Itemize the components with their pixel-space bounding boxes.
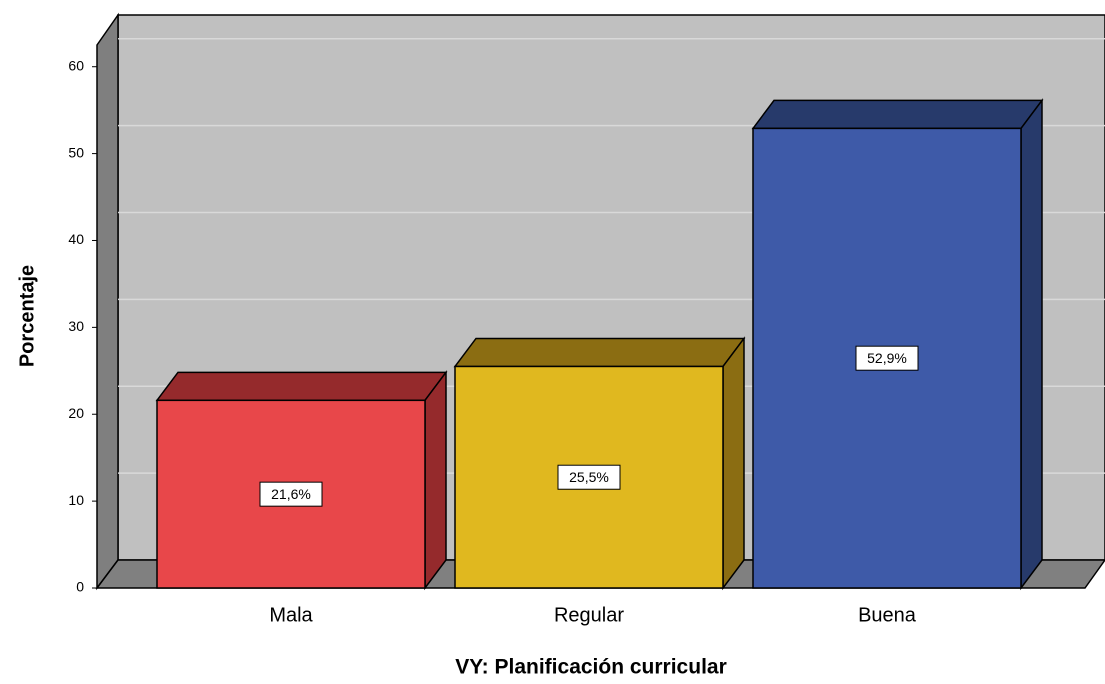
- value-label-box: [557, 464, 621, 490]
- value-label: 52,9%: [867, 350, 907, 366]
- x-axis-label: VY: Planificación curricular: [455, 656, 727, 679]
- y-tick-label: 20: [68, 405, 84, 421]
- y-tick-label: 50: [68, 144, 84, 160]
- x-tick-label: Regular: [554, 604, 624, 626]
- bar-side: [1020, 98, 1043, 591]
- value-label-box: [259, 481, 323, 507]
- y-tick-label: 10: [68, 492, 84, 508]
- value-label-box: [855, 345, 919, 371]
- y-tick-label: 60: [68, 57, 84, 73]
- value-label: 25,5%: [569, 469, 609, 485]
- y-tick-label: 0: [76, 579, 84, 595]
- bar: [155, 370, 448, 591]
- bar-side: [424, 370, 447, 591]
- marks: 21,6% 25,5% 52,9%: [155, 98, 1044, 591]
- bar-top: [453, 337, 746, 368]
- x-tick-label: Buena: [858, 604, 917, 626]
- bar-top: [155, 371, 448, 402]
- value-label: 21,6%: [271, 486, 311, 502]
- y-tick-label: 40: [68, 231, 84, 247]
- bar: [453, 336, 746, 591]
- bar-side: [722, 336, 745, 591]
- side-wall: [96, 12, 119, 591]
- bar: [751, 98, 1044, 591]
- x-tick-label: Mala: [269, 604, 313, 626]
- y-tick-label: 30: [68, 318, 84, 334]
- bar-top: [751, 99, 1044, 130]
- y-axis-label: Porcentaje: [16, 265, 38, 367]
